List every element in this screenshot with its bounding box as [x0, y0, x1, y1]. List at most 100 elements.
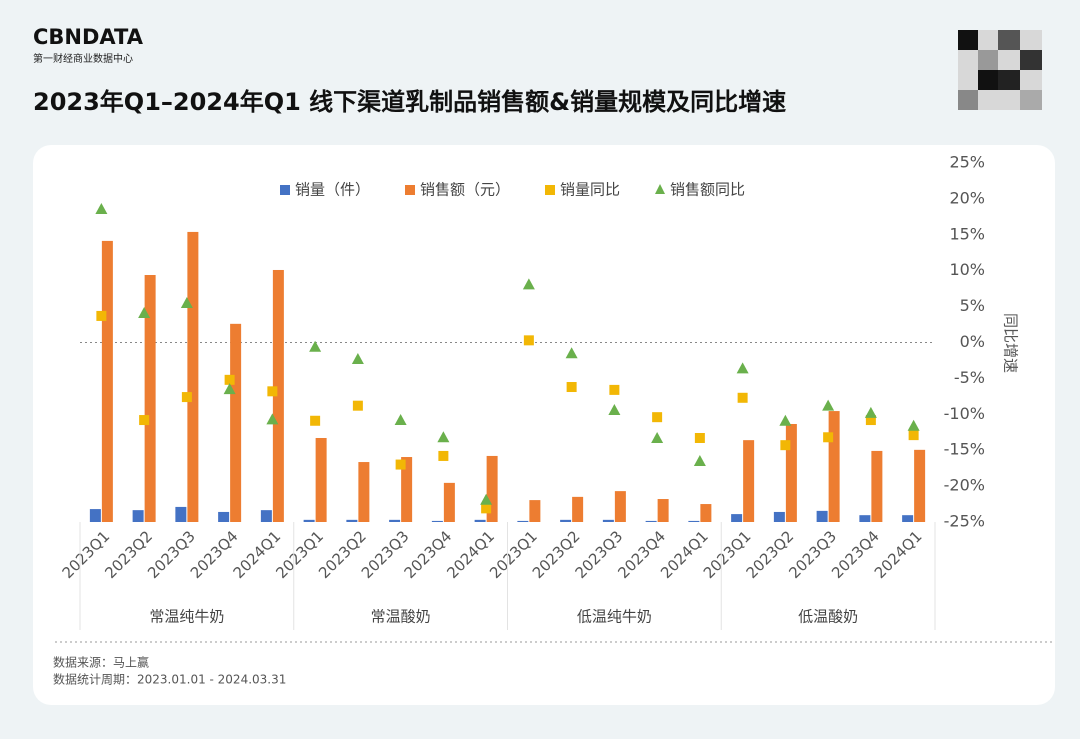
square-point: [609, 384, 620, 395]
bar: [358, 462, 370, 522]
square-point: [224, 374, 235, 385]
legend-marker: [405, 185, 415, 195]
square-point: [310, 415, 321, 426]
square-point: [267, 386, 278, 397]
bar: [816, 510, 828, 522]
bar: [346, 519, 358, 522]
square-point: [737, 392, 748, 403]
square-point: [780, 440, 791, 451]
bar: [902, 515, 914, 522]
bar: [773, 511, 785, 522]
bar: [486, 455, 498, 522]
logo-subtitle: 第一财经商业数据中心: [33, 52, 133, 65]
group-label: 低温纯牛奶: [577, 608, 652, 626]
bar: [614, 491, 626, 522]
legend-label: 销售额同比: [670, 181, 745, 199]
square-point: [395, 459, 406, 470]
triangle-point: [266, 413, 279, 425]
bar: [560, 519, 572, 522]
y2-tick-label: -25%: [944, 512, 985, 531]
group-label: 低温酸奶: [798, 608, 858, 626]
legend-label: 销量同比: [560, 181, 620, 199]
bar: [230, 323, 242, 522]
bar: [175, 506, 187, 522]
chart-title: 2023年Q1–2024年Q1 线下渠道乳制品销售额&销量规模及同比增速: [33, 88, 786, 116]
bar: [517, 520, 529, 522]
bar: [657, 499, 669, 522]
bar: [474, 519, 486, 522]
y2-tick-label: 0%: [960, 332, 985, 351]
y2-axis-title: 同比增速: [1002, 313, 1020, 373]
square-point: [566, 382, 577, 393]
legend-marker: [655, 184, 665, 194]
bar: [828, 411, 840, 522]
bar: [859, 515, 871, 522]
bar: [443, 482, 455, 522]
y2-tick-label: 10%: [949, 260, 985, 279]
triangle-point: [180, 297, 193, 309]
triangle-point: [351, 353, 364, 365]
triangle-point: [907, 419, 920, 431]
square-point: [352, 400, 363, 411]
bar: [731, 514, 743, 522]
triangle-point: [693, 454, 706, 466]
y2-tick-label: -15%: [944, 440, 985, 459]
group-label: 常温酸奶: [371, 608, 431, 626]
bar: [785, 423, 797, 522]
legend-marker: [545, 185, 555, 195]
triangle-point: [565, 347, 578, 359]
bar: [132, 510, 144, 522]
card: [33, 145, 1055, 705]
square-point: [523, 335, 534, 346]
logo: CBNDATA: [33, 25, 144, 49]
bar: [700, 504, 712, 522]
triangle-point: [309, 340, 322, 352]
triangle-point: [864, 406, 877, 418]
bar: [743, 440, 755, 522]
bar: [315, 437, 327, 522]
bar: [602, 519, 614, 522]
triangle-point: [522, 278, 535, 290]
y2-tick-label: 15%: [949, 224, 985, 243]
period: 数据统计周期：2023.01.01 - 2024.03.31: [53, 672, 286, 687]
square-point: [181, 392, 192, 403]
legend-marker: [280, 185, 290, 195]
square-point: [652, 412, 663, 423]
square-point: [865, 415, 876, 426]
triangle-point: [138, 307, 151, 319]
y2-tick-label: 5%: [960, 296, 985, 315]
bar: [187, 231, 199, 523]
bar: [688, 520, 700, 522]
triangle-point: [480, 493, 493, 505]
bar: [871, 450, 883, 522]
triangle-point: [95, 202, 108, 214]
bar: [303, 519, 315, 522]
triangle-point: [608, 403, 621, 415]
bar: [89, 509, 101, 522]
square-point: [438, 450, 449, 461]
qr-code: [958, 30, 1042, 110]
triangle-point: [223, 383, 236, 395]
bar: [389, 519, 401, 522]
square-point: [908, 430, 919, 441]
bar: [401, 457, 413, 522]
y2-tick-label: -20%: [944, 476, 985, 495]
source: 数据来源：马上赢: [53, 655, 149, 670]
bar: [645, 520, 657, 522]
bar: [529, 500, 541, 522]
y2-tick-label: -10%: [944, 404, 985, 423]
bar: [272, 269, 284, 522]
triangle-point: [394, 414, 407, 426]
bar: [101, 240, 113, 522]
y2-tick-label: 25%: [949, 153, 985, 172]
triangle-point: [779, 414, 792, 426]
square-point: [139, 415, 150, 426]
bar: [431, 520, 443, 522]
bar: [572, 496, 584, 522]
triangle-point: [651, 431, 664, 443]
y2-tick-label: -5%: [954, 368, 985, 387]
square-point: [481, 503, 492, 514]
square-point: [96, 310, 107, 321]
